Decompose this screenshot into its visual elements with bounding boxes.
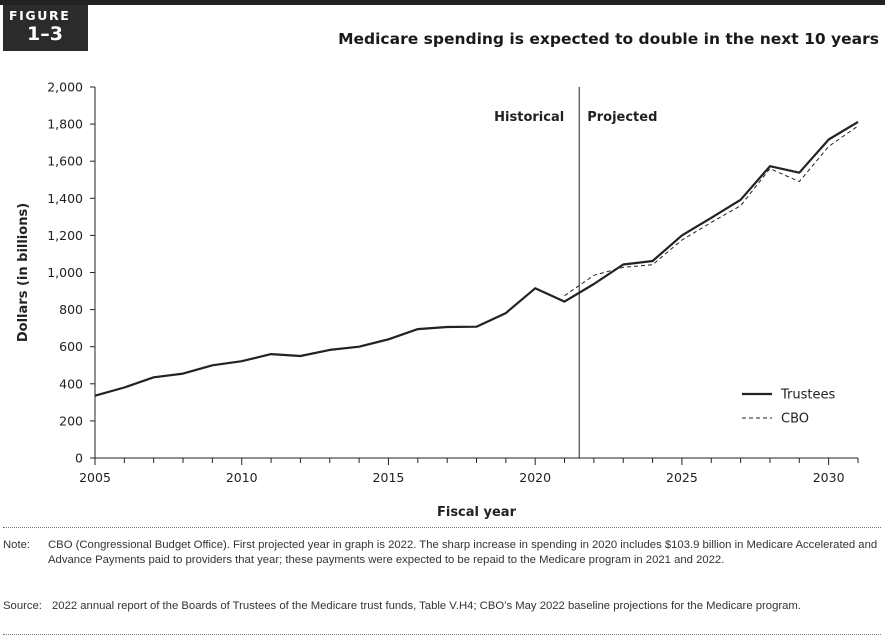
- y-tick-label: 400: [59, 376, 83, 391]
- note-block: Note: CBO (Congressional Budget Office).…: [3, 538, 878, 568]
- note-text: CBO (Congressional Budget Office). First…: [48, 539, 878, 566]
- legend-label-cbo: CBO: [781, 412, 809, 427]
- y-tick-label: 1,800: [47, 117, 83, 132]
- divider-rule-bottom: [3, 634, 881, 635]
- y-tick-label: 1,400: [47, 191, 83, 206]
- legend-label-trustees: Trustees: [780, 388, 835, 403]
- x-tick-label: 2015: [373, 470, 405, 485]
- series-line-cbo: [564, 125, 859, 297]
- y-tick-label: 1,000: [47, 265, 83, 280]
- source-block: Source: 2022 annual report of the Boards…: [3, 599, 878, 614]
- y-tick-label: 1,600: [47, 154, 83, 169]
- divider-rule-top: [3, 527, 881, 528]
- figure-number: 1–3: [27, 23, 63, 45]
- x-tick-label: 2025: [666, 470, 698, 485]
- note-label: Note:: [3, 539, 31, 551]
- y-axis-title: Dollars (in billions): [16, 203, 31, 342]
- y-tick-label: 1,200: [47, 228, 83, 243]
- series-line-trustees: [94, 120, 859, 397]
- y-tick-label: 200: [59, 413, 83, 428]
- x-tick-label: 2010: [226, 470, 258, 485]
- y-tick-label: 600: [59, 339, 83, 354]
- source-text: 2022 annual report of the Boards of Trus…: [52, 600, 801, 612]
- chart-title: Medicare spending is expected to double …: [338, 30, 879, 48]
- y-tick-label: 0: [75, 451, 83, 466]
- figure-label: FIGURE: [9, 8, 71, 23]
- historical-label: Historical: [494, 110, 564, 125]
- source-label: Source:: [3, 600, 42, 612]
- y-tick-label: 800: [59, 302, 83, 317]
- x-tick-label: 2030: [813, 470, 845, 485]
- y-tick-label: 2,000: [47, 80, 83, 95]
- projected-label: Projected: [587, 110, 657, 125]
- top-rule: [0, 0, 885, 5]
- figure-badge: FIGURE 1–3: [3, 5, 88, 51]
- x-axis-title: Fiscal year: [437, 505, 517, 520]
- x-tick-label: 2020: [519, 470, 551, 485]
- x-tick-label: 2005: [79, 470, 111, 485]
- line-chart: 0 200 400 600 800 1,000 1,200 1,400 1,600 1,800 2,…: [16, 80, 859, 520]
